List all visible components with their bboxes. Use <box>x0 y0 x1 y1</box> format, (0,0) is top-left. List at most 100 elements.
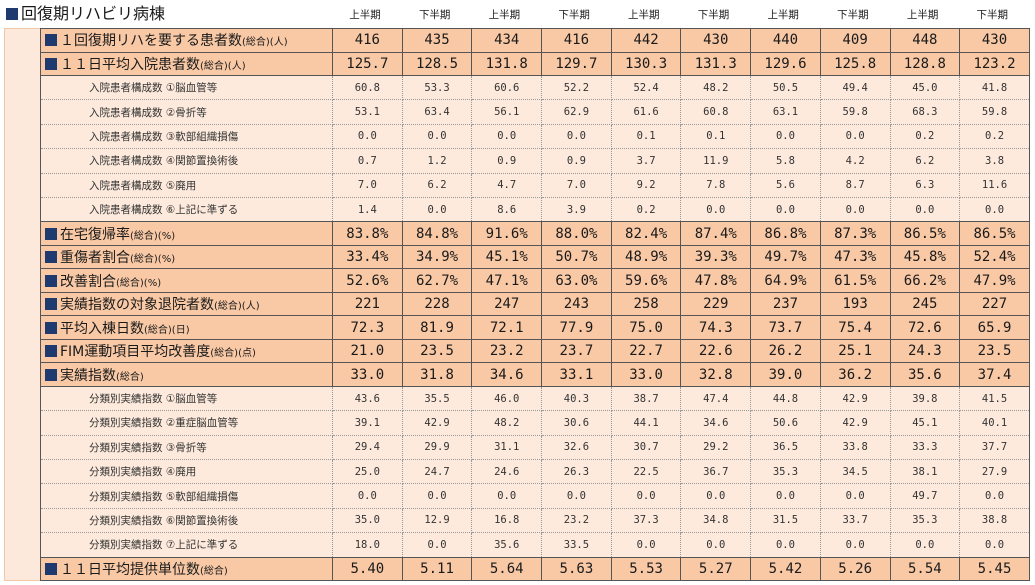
value-cell: 8.6 <box>471 197 543 223</box>
period-header: 上半期 <box>349 9 381 21</box>
value-cell: 23.7 <box>541 338 612 364</box>
square-bullet-icon <box>45 251 57 264</box>
sub-row: 入院患者構成数 ④関節置換術後 0.7 1.2 0.9 0.9 3.7 11.9 5.8 4.2… <box>40 148 1030 174</box>
value-cell: 448 <box>889 28 961 53</box>
value-cell: 0.0 <box>680 197 752 223</box>
value-cell: 129.6 <box>750 51 821 76</box>
value-cell: 36.2 <box>819 362 891 387</box>
value-cell: 430 <box>959 28 1030 53</box>
value-cell: 26.2 <box>750 338 821 364</box>
row-label-text: 在宅復帰率 <box>60 226 130 243</box>
sub-row: 入院患者構成数 ②骨折等 53.1 63.4 56.1 62.9 61.6 60.8 63.1… <box>40 99 1030 125</box>
value-cell: 0.0 <box>819 532 891 558</box>
row-label-text: １回復期リハを要する患者数 <box>60 33 242 50</box>
main-row: 実績指数の対象退院者数(総合)(人) 221 228 247 243 258 229 237 1… <box>40 291 1030 317</box>
value-cell: 59.8 <box>819 99 891 125</box>
value-cell: 84.8% <box>401 221 473 246</box>
value-cell: 38.1 <box>889 459 961 485</box>
value-cell: 25.0 <box>332 459 403 485</box>
row-label: 分類別実績指数 ②重症脳血管等 <box>40 410 333 436</box>
sub-row: 分類別実績指数 ⑥関節置換術後 35.0 12.9 16.8 23.2 37.3 34.8 3… <box>40 508 1030 534</box>
value-cell: 7.0 <box>332 173 403 198</box>
value-cell: 47.1% <box>471 268 543 293</box>
value-cell: 6.2 <box>401 173 473 198</box>
value-cell: 0.0 <box>819 197 891 223</box>
main-row: 在宅復帰率(総合)(%) 83.8% 84.8% 91.6% 88.0% 82.4% 87.… <box>40 221 1030 246</box>
value-cell: 43.6 <box>332 386 403 412</box>
value-cell: 60.8 <box>332 75 403 101</box>
value-cell: 3.9 <box>541 197 612 223</box>
value-cell: 0.2 <box>889 124 961 150</box>
value-cell: 228 <box>401 291 473 317</box>
value-cell: 11.6 <box>959 173 1030 198</box>
value-cell: 5.26 <box>819 556 891 582</box>
value-cell: 6.2 <box>889 148 961 174</box>
value-cell: 0.0 <box>541 124 612 150</box>
value-cell: 0.0 <box>401 532 473 558</box>
square-bullet-icon <box>45 321 57 334</box>
row-label: １１日平均入院患者数(総合)(人) <box>40 51 333 76</box>
row-label: 実績指数の対象退院者数(総合)(人) <box>40 291 333 317</box>
value-cell: 5.6 <box>750 173 821 198</box>
value-cell: 27.9 <box>959 459 1030 485</box>
value-cell: 0.0 <box>332 483 403 509</box>
row-label: １回復期リハを要する患者数(総合)(人) <box>40 28 333 53</box>
value-cell: 86.8% <box>750 221 821 246</box>
value-cell: 38.8 <box>959 508 1030 534</box>
value-cell: 34.6 <box>471 362 543 387</box>
value-cell: 4.7 <box>471 173 543 198</box>
value-cell: 91.6% <box>471 221 543 246</box>
value-cell: 0.0 <box>959 532 1030 558</box>
row-label: 入院患者構成数 ①脳血管等 <box>40 75 333 101</box>
value-cell: 36.7 <box>680 459 752 485</box>
value-cell: 33.0 <box>332 362 403 387</box>
value-cell: 52.4 <box>610 75 682 101</box>
value-cell: 47.8% <box>680 268 752 293</box>
value-cell: 4.2 <box>819 148 891 174</box>
value-cell: 0.0 <box>750 532 821 558</box>
value-cell: 0.0 <box>750 124 821 150</box>
row-label-suffix: (総合)(人) <box>242 37 288 49</box>
value-cell: 45.8% <box>889 244 961 270</box>
value-cell: 48.9% <box>610 244 682 270</box>
value-cell: 7.0 <box>541 173 612 198</box>
sub-row: 分類別実績指数 ④廃用 25.0 24.7 24.6 26.3 22.5 36.7 35.3 3… <box>40 459 1030 485</box>
value-cell: 47.3% <box>819 244 891 270</box>
value-cell: 0.1 <box>610 124 682 150</box>
value-cell: 35.6 <box>889 362 961 387</box>
main-row: 改善割合(総合)(%) 52.6% 62.7% 47.1% 63.0% 59.6% 47.8… <box>40 268 1030 293</box>
period-header: 上半期 <box>767 9 799 21</box>
period-header: 下半期 <box>697 9 730 21</box>
value-cell: 42.9 <box>819 410 891 436</box>
sub-row: 分類別実績指数 ②重症脳血管等 39.1 42.9 48.2 30.6 44.1 34.6 5… <box>40 410 1030 436</box>
value-cell: 131.8 <box>471 51 543 76</box>
value-cell: 65.9 <box>959 315 1030 340</box>
value-cell: 430 <box>680 28 752 53</box>
value-cell: 33.7 <box>819 508 891 534</box>
value-cell: 63.1 <box>750 99 821 125</box>
row-label: 分類別実績指数 ⑤軟部組織損傷 <box>40 483 333 509</box>
value-cell: 0.0 <box>819 483 891 509</box>
row-label-suffix: (総合)(人) <box>214 301 260 313</box>
value-cell: 0.9 <box>471 148 543 174</box>
value-cell: 36.5 <box>750 435 821 461</box>
value-cell: 0.0 <box>959 197 1030 223</box>
value-cell: 59.6% <box>610 268 682 293</box>
value-cell: 37.3 <box>610 508 682 534</box>
value-cell: 125.8 <box>819 51 891 76</box>
value-cell: 68.3 <box>889 99 961 125</box>
value-cell: 16.8 <box>471 508 543 534</box>
value-cell: 47.4 <box>680 386 752 412</box>
value-cell: 128.8 <box>889 51 961 76</box>
sub-row: 分類別実績指数 ①脳血管等 43.6 35.5 46.0 40.3 38.7 47.4 44.… <box>40 386 1030 412</box>
row-label-text: 実績指数 <box>60 367 116 384</box>
value-cell: 35.3 <box>750 459 821 485</box>
value-cell: 435 <box>401 28 473 53</box>
row-label: 分類別実績指数 ①脳血管等 <box>40 386 333 412</box>
value-cell: 44.1 <box>610 410 682 436</box>
value-cell: 61.5% <box>819 268 891 293</box>
value-cell: 40.1 <box>959 410 1030 436</box>
value-cell: 42.9 <box>401 410 473 436</box>
value-cell: 34.5 <box>819 459 891 485</box>
